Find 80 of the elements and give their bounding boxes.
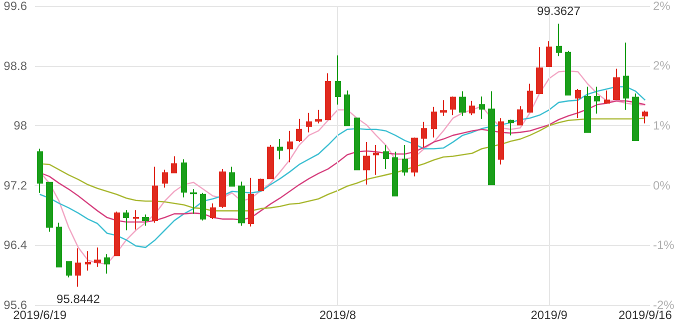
- x-tick-label: 2019/8: [319, 308, 356, 321]
- candlestick: [450, 96, 456, 116]
- candlestick: [469, 100, 475, 116]
- candlestick: [66, 261, 72, 278]
- candlestick: [142, 214, 149, 226]
- candlestick: [536, 46, 543, 94]
- candlestick: [527, 83, 533, 113]
- candlestick: [517, 106, 523, 126]
- candlestick: [565, 50, 571, 96]
- candlestick: [632, 92, 639, 142]
- candlestick: [219, 168, 226, 208]
- candlestick: [171, 156, 177, 174]
- candlestick: [335, 54, 341, 106]
- candlestick: [363, 142, 370, 186]
- candlestick: [104, 254, 110, 274]
- candlestick: [181, 158, 187, 198]
- candlestick: [546, 40, 552, 68]
- candlestick: [613, 68, 620, 100]
- y-tick-label: 97.2: [4, 178, 28, 192]
- y-tick-label: 98.8: [4, 58, 28, 73]
- candlestick: [383, 144, 389, 170]
- candlestick: [46, 182, 53, 232]
- candlestick: [306, 112, 312, 133]
- candlestick: [479, 96, 485, 120]
- y2-tick-label: 2%: [653, 0, 671, 13]
- candlestick: [325, 72, 331, 120]
- candlestick: [277, 138, 283, 160]
- candlestick: [229, 166, 235, 187]
- candlestick: [94, 246, 101, 268]
- candlestick: [421, 121, 427, 148]
- candlestick: [248, 177, 254, 228]
- candlestick: [56, 222, 62, 268]
- candlestick: [37, 148, 43, 194]
- candlestick: [411, 137, 418, 177]
- candlestick: [459, 90, 466, 116]
- candlestick: [210, 202, 216, 220]
- candlestick: [594, 86, 600, 114]
- candlestick: [258, 178, 264, 192]
- candlestick: [488, 90, 495, 186]
- candlestick: [85, 250, 91, 272]
- y2-tick-label: -1%: [653, 238, 675, 252]
- candlestick: [354, 118, 360, 170]
- line-series: [39, 86, 646, 248]
- candlestick: [190, 188, 197, 214]
- candlestick: [75, 248, 81, 288]
- candlestick: [584, 86, 591, 133]
- y2-tick-label: 0%: [653, 178, 671, 192]
- candlestick: [402, 144, 408, 176]
- candlestick: [392, 151, 398, 196]
- candlestick: [556, 23, 562, 57]
- y-tick-label: 99.6: [4, 0, 28, 13]
- y2-tick-label: 2%: [653, 58, 671, 73]
- candlestick: [162, 169, 168, 188]
- y2-tick-label: 1%: [653, 118, 671, 133]
- candlestick: [604, 90, 610, 104]
- candlestick: [152, 166, 158, 224]
- candlestick: [498, 118, 504, 165]
- candlestick: [315, 109, 322, 124]
- candlestick: [373, 144, 379, 176]
- candlestick: [200, 192, 206, 222]
- y-tick-label: 98: [14, 118, 28, 133]
- x-tick-label: 2019/9: [530, 308, 568, 321]
- annotation: 95.8442: [56, 292, 100, 306]
- candlestick: [623, 42, 629, 110]
- y-tick-label: 96.4: [4, 238, 28, 252]
- annotation: 99.3627: [537, 4, 581, 18]
- candlestick: [287, 130, 293, 163]
- candlestick: [642, 110, 648, 124]
- candlestick: [508, 119, 514, 136]
- candlestick: [431, 106, 437, 138]
- x-tick-label: 2019/9/16: [618, 308, 672, 321]
- candlestick: [267, 144, 274, 180]
- candlestick: [114, 211, 120, 256]
- candlestick: [123, 210, 129, 231]
- candlestick: [238, 181, 245, 226]
- candlestick: [575, 88, 581, 119]
- candlestick: [296, 118, 302, 143]
- candlestick: [440, 100, 447, 116]
- candlestick: [344, 90, 350, 126]
- candlestick: [133, 210, 139, 230]
